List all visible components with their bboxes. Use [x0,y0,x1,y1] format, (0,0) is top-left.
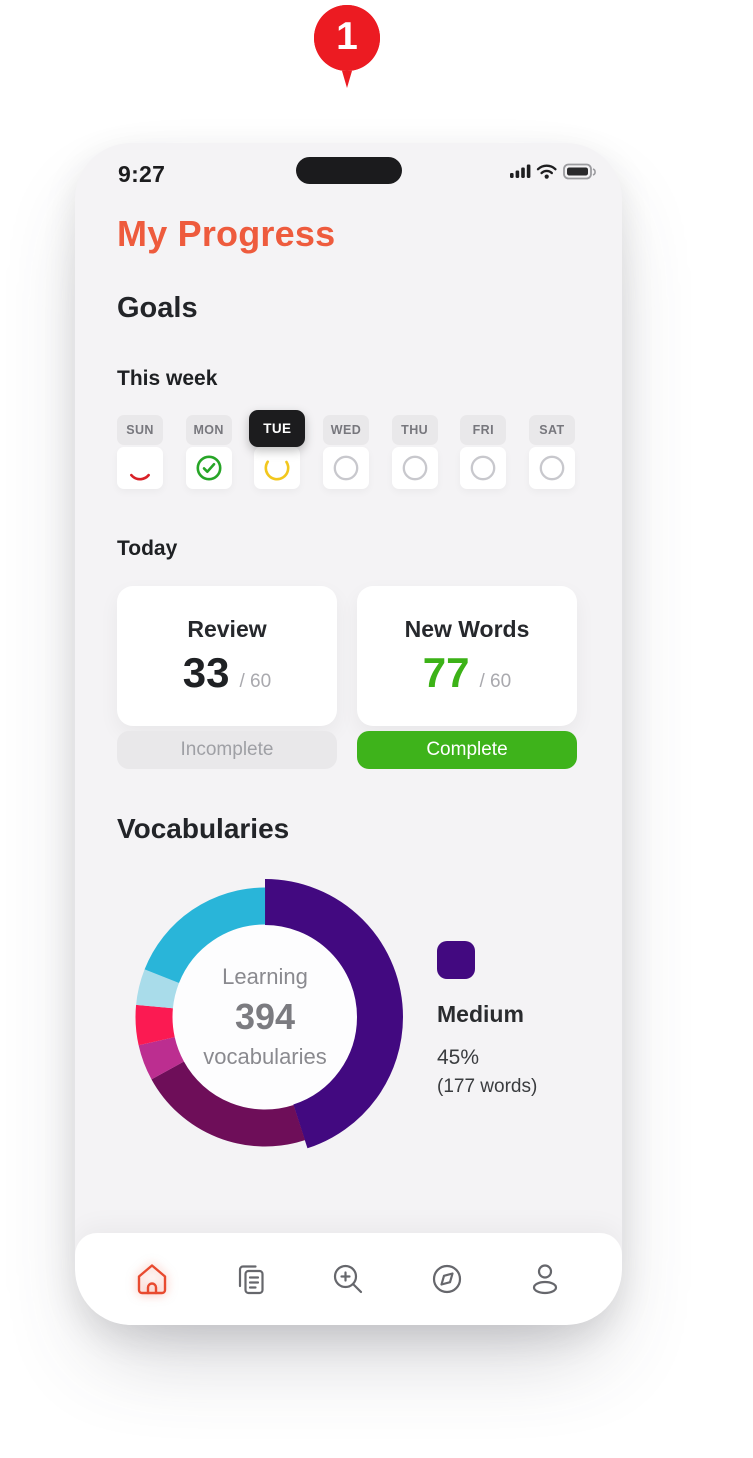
this-week-label: This week [117,367,218,390]
donut-segment [135,887,395,1147]
new-words-total: / 60 [479,671,512,692]
chart-legend: Medium 45% (177 words) [437,941,537,1098]
vocabularies-heading: Vocabularies [117,813,290,844]
new-words-value: 77 [422,649,470,696]
day-status-complete [185,447,232,489]
documents-icon [239,1265,264,1295]
review-card-body: Review 33 / 60 [117,586,337,726]
legend-words: (177 words) [437,1076,538,1097]
day-status-empty [460,447,507,489]
status-icons [510,163,596,186]
profile-icon [532,1264,557,1295]
partial-icon [127,455,153,481]
empty-icon [333,455,359,481]
day-label: FRI [460,415,507,445]
home-icon [137,1264,167,1295]
new-words-card-body: New Words 77 / 60 [357,586,577,726]
wifi-dot [544,174,549,179]
pin-number: 1 [336,15,358,58]
annotation-pin: 1 [307,2,387,90]
day-label: WED [322,415,369,445]
page-title: My Progress [117,213,336,254]
day-card-thu[interactable]: THU [391,415,438,489]
battery-icon [563,163,596,180]
today-heading: Today [117,537,178,560]
empty-icon [539,455,565,481]
partial-icon [264,455,290,481]
new-words-status-badge: Complete [357,731,577,769]
week-days-row: SUN MON TUE WED THU FRI SAT [117,410,575,489]
dynamic-island [295,157,402,184]
review-card[interactable]: Review 33 / 60 Incomplete [117,586,337,769]
day-card-sun[interactable]: SUN [117,415,163,489]
compass-icon [432,1264,461,1294]
day-status-partial [117,447,163,489]
day-card-tue[interactable]: TUE [249,410,306,489]
day-label: THU [391,415,438,445]
nav-search[interactable] [326,1257,370,1301]
day-status-partial [254,447,301,489]
review-total: / 60 [239,671,272,692]
day-card-sat[interactable]: SAT [528,415,575,489]
nav-profile[interactable] [523,1257,567,1301]
legend-swatch [437,941,475,979]
nav-home[interactable] [130,1257,174,1301]
nav-explore[interactable] [425,1257,469,1301]
wifi-icon [536,164,557,175]
review-status-badge: Incomplete [117,731,337,769]
day-label: MON [185,415,232,445]
legend-percent: 45% [437,1046,480,1069]
review-title: Review [187,616,267,642]
zoom-in-icon [334,1264,363,1294]
day-label: SAT [528,415,575,445]
status-bar: 9:27 [75,143,622,199]
pin-icon [313,5,380,88]
vocabularies-donut-chart: Learning 394 vocabularies [111,863,419,1171]
day-card-fri[interactable]: FRI [460,415,507,489]
day-card-wed[interactable]: WED [322,415,369,489]
day-status-empty [391,447,438,489]
new-words-title: New Words [404,616,530,642]
empty-icon [402,455,427,481]
signal-icon [510,164,531,178]
legend-label: Medium [437,1001,524,1027]
donut-segment [135,887,395,1147]
review-value: 33 [182,649,230,696]
empty-icon [470,455,496,481]
day-label: TUE [249,410,306,447]
day-status-empty [528,447,575,489]
phone-screen: 9:27 [75,143,622,1325]
day-label: SUN [117,415,163,445]
goals-heading: Goals [117,292,198,324]
day-status-empty [322,447,369,489]
donut-segment [135,887,395,1147]
day-card-mon[interactable]: MON [185,415,232,489]
donut-chart-svg [127,879,403,1155]
status-time: 9:27 [118,161,166,187]
new-words-card[interactable]: New Words 77 / 60 Complete [357,586,577,769]
today-cards: Review 33 / 60 Incomplete New Words 77 /… [117,586,577,769]
complete-icon [196,455,222,481]
nav-documents[interactable] [228,1257,272,1301]
bottom-nav [75,1233,622,1325]
